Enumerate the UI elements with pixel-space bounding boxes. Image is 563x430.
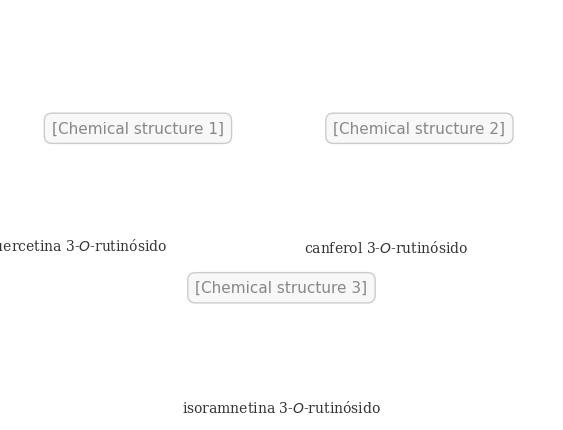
Text: quercetina 3-$\mathit{O}$-rutinósido: quercetina 3-$\mathit{O}$-rutinósido xyxy=(0,237,167,256)
Text: [Chemical structure 2]: [Chemical structure 2] xyxy=(333,122,506,136)
Text: [Chemical structure 3]: [Chemical structure 3] xyxy=(195,281,368,295)
Text: isoramnetina 3-$\mathit{O}$-rutinósido: isoramnetina 3-$\mathit{O}$-rutinósido xyxy=(182,399,381,415)
Text: canferol 3-$\mathit{O}$-rutinósido: canferol 3-$\mathit{O}$-rutinósido xyxy=(303,240,468,256)
Text: [Chemical structure 1]: [Chemical structure 1] xyxy=(52,122,224,136)
